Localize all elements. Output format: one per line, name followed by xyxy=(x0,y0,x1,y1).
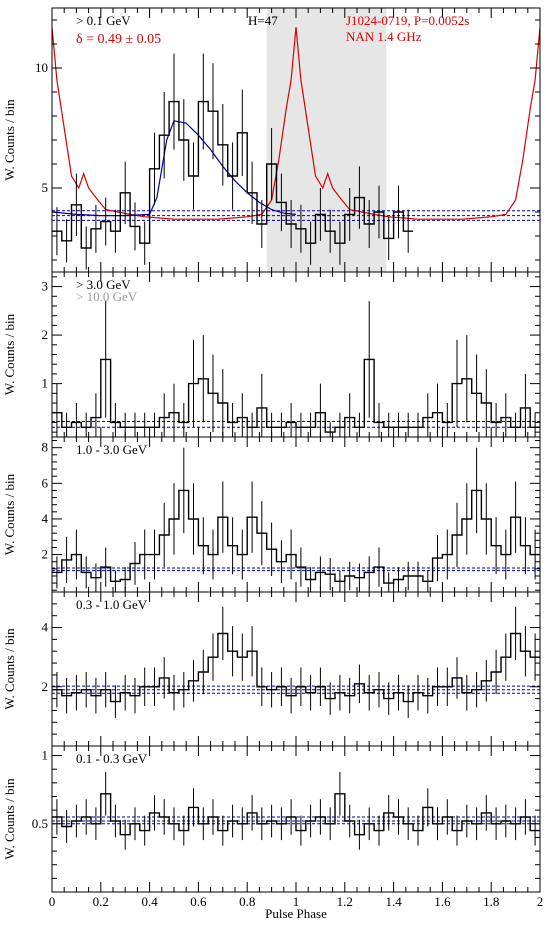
y-axis-label: W. Counts / bin xyxy=(2,473,17,555)
energy-band-label: > 3.0 GeV xyxy=(76,277,131,292)
y-tick-label: 8 xyxy=(42,440,49,455)
counts-histogram xyxy=(52,489,540,584)
panel-5: 0.5 1 W. Counts / bin 0.1 - 0.3 GeV xyxy=(2,745,541,893)
y-tick-label: 4 xyxy=(42,511,49,526)
y-tick-label: 5 xyxy=(42,180,49,195)
y-axis-label: W. Counts / bin xyxy=(2,313,17,395)
y-axis-label: W. Counts / bin xyxy=(2,99,17,181)
energy-band-label: 0.3 - 1.0 GeV xyxy=(76,597,148,612)
h-test-annotation: H=47 xyxy=(248,13,278,28)
y-tick-label: 3 xyxy=(42,279,49,294)
x-tick-label: 0 xyxy=(49,894,56,909)
y-axis-label: W. Counts / bin xyxy=(2,778,17,860)
y-axis-label: W. Counts / bin xyxy=(2,628,17,710)
radio-annotation: NAN 1.4 GHz xyxy=(346,29,422,44)
y-tick-label: 2 xyxy=(42,327,49,342)
panel-content xyxy=(52,447,540,592)
x-axis-label: Pulse Phase xyxy=(265,906,327,921)
counts-histogram xyxy=(52,358,540,433)
y-tick-label: 1 xyxy=(42,748,49,763)
y-tick-label: 6 xyxy=(42,475,49,490)
x-tick-label: 2 xyxy=(537,894,544,909)
y-tick-label: 2 xyxy=(42,547,49,562)
pulsar-annotation: J1024-0719, P=0.0052s xyxy=(346,13,469,28)
panel-4: 2 4 W. Counts / bin 0.3 - 1.0 GeV xyxy=(2,591,541,747)
y-tick-label: 0.5 xyxy=(32,816,48,831)
x-tick-label: 1.4 xyxy=(385,894,402,909)
panel-1: 5 10 W. Counts / bin > 0.1 GeV δ = 0.49 ± 0.… xyxy=(2,7,541,273)
y-tick-label: 2 xyxy=(42,679,49,694)
x-tick-label: 0.4 xyxy=(141,894,158,909)
x-tick-label: 1.2 xyxy=(337,894,353,909)
y-tick-label: 4 xyxy=(42,620,49,635)
energy-band-label-secondary: > 10.0 GeV xyxy=(76,289,138,304)
energy-band-label: 1.0 - 3.0 GeV xyxy=(76,442,148,457)
offpulse-band xyxy=(266,8,387,272)
x-tick-label: 1.6 xyxy=(434,894,451,909)
panel-content xyxy=(52,8,540,272)
panel-2: 1 2 3 W. Counts / bin > 3.0 GeV> 10.0 GeV xyxy=(2,271,541,438)
energy-band-label: > 0.1 GeV xyxy=(76,13,131,28)
y-tick-label: 10 xyxy=(35,60,48,75)
energy-band-label: 0.1 - 0.3 GeV xyxy=(76,751,148,766)
panel-content xyxy=(52,606,540,718)
x-tick-label: 1.8 xyxy=(483,894,499,909)
panel-frame xyxy=(51,591,541,747)
x-tick-label: 0.6 xyxy=(190,894,207,909)
y-tick-label: 1 xyxy=(42,376,49,391)
counts-histogram xyxy=(52,632,540,703)
x-tick-label: 0.2 xyxy=(93,894,109,909)
panel-content xyxy=(52,301,540,437)
delta-annotation: δ = 0.49 ± 0.05 xyxy=(76,32,161,47)
panel-3: 2 4 6 8 W. Counts / bin 1.0 - 3.0 GeV xyxy=(2,436,541,593)
x-tick-label: 0.8 xyxy=(239,894,255,909)
x-tick-label: 1 xyxy=(293,894,300,909)
panel-content xyxy=(52,771,540,850)
